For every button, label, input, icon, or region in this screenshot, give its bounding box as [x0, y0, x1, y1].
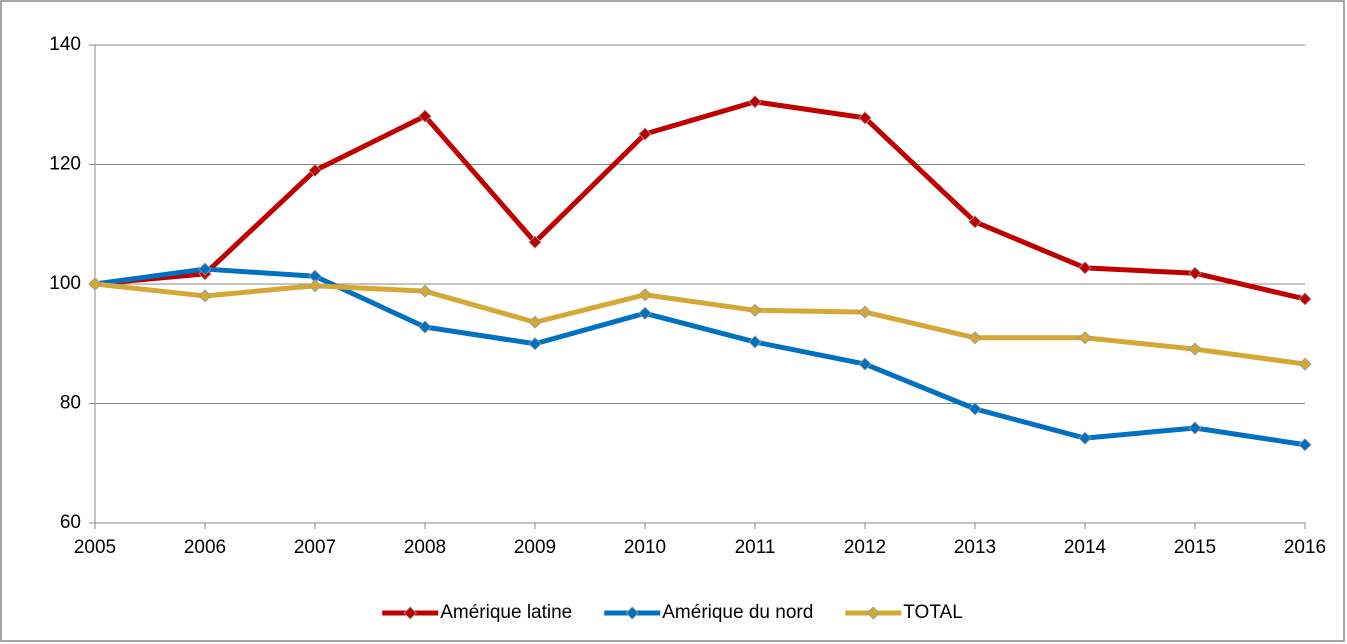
x-tick-label: 2012: [844, 537, 886, 558]
point-marker: [198, 289, 212, 303]
point-marker: [748, 303, 762, 317]
point-marker: [968, 331, 982, 345]
point-marker: [1298, 438, 1312, 452]
x-tick-label: 2006: [184, 537, 226, 558]
point-marker: [88, 277, 102, 291]
point-marker: [308, 279, 322, 293]
x-tick-label: 2007: [294, 537, 336, 558]
y-tick-label: 60: [60, 512, 81, 533]
legend-marker: [866, 606, 880, 620]
point-marker: [968, 215, 982, 229]
point-marker: [198, 262, 212, 276]
point-marker: [418, 109, 432, 123]
point-marker: [748, 335, 762, 349]
y-tick-label: 100: [49, 273, 81, 294]
legend-label: Amérique latine: [440, 602, 572, 623]
point-marker: [638, 127, 652, 141]
y-tick-label: 120: [49, 154, 81, 175]
legend-label: TOTAL: [903, 602, 962, 623]
point-marker: [308, 163, 322, 178]
point-marker: [418, 284, 432, 298]
point-marker: [1188, 421, 1202, 435]
y-tick-label: 140: [49, 34, 81, 55]
x-tick-label: 2009: [514, 537, 556, 558]
point-marker: [528, 315, 542, 329]
x-tick-label: 2008: [404, 537, 446, 558]
point-marker: [968, 402, 982, 416]
point-marker: [858, 111, 872, 125]
legend-marker: [625, 606, 639, 620]
x-tick-label: 2010: [624, 537, 666, 558]
series-line: [94, 99, 1306, 302]
x-tick-label: 2013: [954, 537, 996, 558]
x-tick-label: 2015: [1174, 537, 1216, 558]
x-tick-label: 2014: [1064, 537, 1107, 558]
point-marker: [418, 320, 432, 334]
point-marker: [1078, 331, 1092, 345]
point-marker: [1188, 266, 1202, 280]
point-marker: [858, 305, 872, 319]
point-marker: [1298, 357, 1312, 371]
point-marker: [858, 357, 872, 371]
x-tick-label: 2005: [74, 537, 116, 558]
legend-label: Amérique du nord: [662, 602, 813, 623]
y-tick-label: 80: [60, 393, 81, 414]
point-marker: [1078, 261, 1092, 275]
point-marker: [1188, 342, 1202, 356]
point-marker: [528, 235, 542, 249]
point-marker: [528, 337, 542, 351]
point-marker: [638, 288, 652, 302]
point-marker: [1298, 292, 1312, 306]
x-tick-label: 2016: [1284, 537, 1326, 558]
series-line: [94, 266, 1306, 448]
point-marker: [638, 306, 652, 320]
point-marker: [748, 95, 762, 109]
x-tick-label: 2011: [735, 537, 776, 558]
point-marker: [1078, 431, 1092, 445]
legend-marker: [403, 606, 417, 620]
series-line: [94, 281, 1306, 367]
